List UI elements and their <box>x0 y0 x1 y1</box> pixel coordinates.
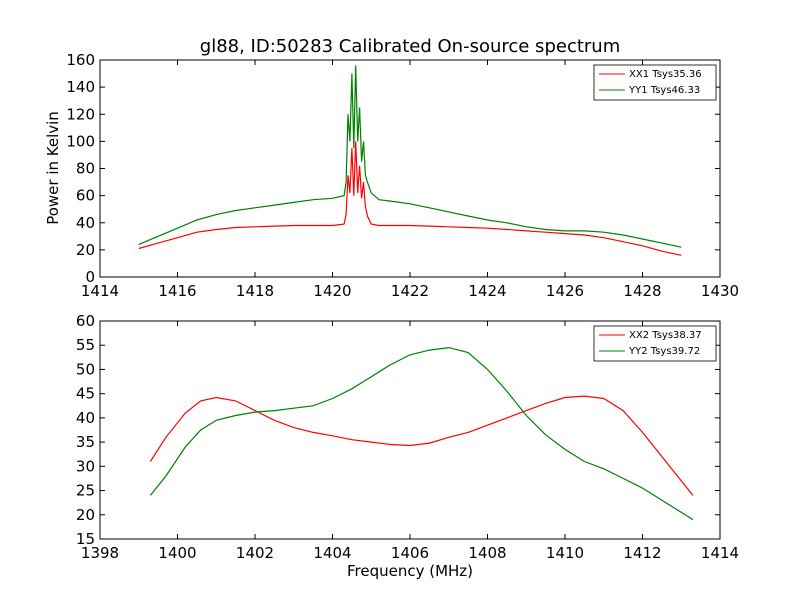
top-x-tick-label: 1418 <box>236 282 274 300</box>
bottom-x-tick-label: 1410 <box>546 544 584 562</box>
top-legend-label-yy1: YY1 Tsys46.33 <box>628 85 700 96</box>
bottom-x-tick-label: 1412 <box>623 544 661 562</box>
top-legend: XX1 Tsys35.36 YY1 Tsys46.33 <box>593 64 717 101</box>
bottom-legend: XX2 Tsys38.37 YY2 Tsys39.72 <box>593 325 717 362</box>
top-x-tick-label: 1426 <box>546 282 584 300</box>
bottom-y-tick-label: 20 <box>76 506 95 524</box>
top-y-tick-label: 40 <box>76 214 95 232</box>
bottom-x-tick-label: 1408 <box>468 544 506 562</box>
top-legend-box <box>593 64 717 101</box>
bottom-x-tick-label: 1400 <box>158 544 196 562</box>
top-spectrum-panel: 1414 1416 1418 1420 1422 1424 1426 1428 1430 0 20… <box>44 51 739 300</box>
bottom-x-axis: 1398 1400 1402 1404 1406 1408 1410 1412 1414 <box>81 321 739 562</box>
bottom-y-tick-label: 40 <box>76 409 95 427</box>
top-y-tick-label: 160 <box>66 51 95 69</box>
bottom-legend-box <box>593 325 717 362</box>
top-legend-label-xx1: XX1 Tsys35.36 <box>629 69 702 80</box>
bottom-y-tick-label: 15 <box>76 530 95 548</box>
bottom-x-tick-label: 1398 <box>81 544 119 562</box>
top-x-tick-label: 1416 <box>158 282 196 300</box>
bottom-y-tick-label: 25 <box>76 482 95 500</box>
top-y-tick-label: 0 <box>85 268 95 286</box>
top-y-tick-label: 80 <box>76 160 95 178</box>
top-y-tick-label: 20 <box>76 241 95 259</box>
top-x-tick-label: 1414 <box>81 282 119 300</box>
bottom-x-tick-label: 1414 <box>701 544 739 562</box>
bottom-spectrum-panel: 1398 1400 1402 1404 1406 1408 1410 1412 1414 15 2… <box>76 312 739 580</box>
bottom-legend-label-yy2: YY2 Tsys39.72 <box>628 346 700 357</box>
bottom-y-tick-label: 55 <box>76 336 95 354</box>
top-series-line-yy1 <box>138 65 682 248</box>
top-x-tick-label: 1424 <box>468 282 506 300</box>
bottom-x-tick-label: 1402 <box>236 544 274 562</box>
bottom-series-line-xx2 <box>149 395 694 496</box>
top-y-tick-label: 60 <box>76 187 95 205</box>
bottom-x-tick-label: 1406 <box>391 544 429 562</box>
bottom-y-tick-label: 30 <box>76 457 95 475</box>
top-x-axis: 1414 1416 1418 1420 1422 1424 1426 1428 1430 <box>81 60 739 300</box>
bottom-y-tick-label: 50 <box>76 360 95 378</box>
top-x-tick-label: 1428 <box>623 282 661 300</box>
bottom-x-tick-label: 1404 <box>313 544 351 562</box>
top-y-axis-label: Power in Kelvin <box>44 111 62 225</box>
top-x-tick-label: 1420 <box>313 282 351 300</box>
bottom-series-line-yy2 <box>149 346 694 521</box>
top-y-tick-label: 140 <box>66 78 95 96</box>
chart-title: gl88, ID:50283 Calibrated On-source spec… <box>200 36 620 57</box>
top-plot-lines <box>138 65 682 256</box>
bottom-y-tick-label: 35 <box>76 433 95 451</box>
top-series-line-xx1 <box>138 141 682 256</box>
top-y-axis: 0 20 40 60 80 100 120 140 160 <box>66 51 720 286</box>
top-x-tick-label: 1422 <box>391 282 429 300</box>
top-y-tick-label: 100 <box>66 132 95 150</box>
bottom-legend-label-xx2: XX2 Tsys38.37 <box>629 330 702 341</box>
bottom-plot-lines <box>149 346 694 521</box>
bottom-y-axis: 15 20 25 30 35 40 45 50 55 60 <box>76 312 720 548</box>
top-y-tick-label: 120 <box>66 105 95 123</box>
bottom-y-tick-label: 60 <box>76 312 95 330</box>
top-x-tick-label: 1430 <box>701 282 739 300</box>
bottom-y-tick-label: 45 <box>76 385 95 403</box>
bottom-x-axis-label: Frequency (MHz) <box>347 562 473 580</box>
